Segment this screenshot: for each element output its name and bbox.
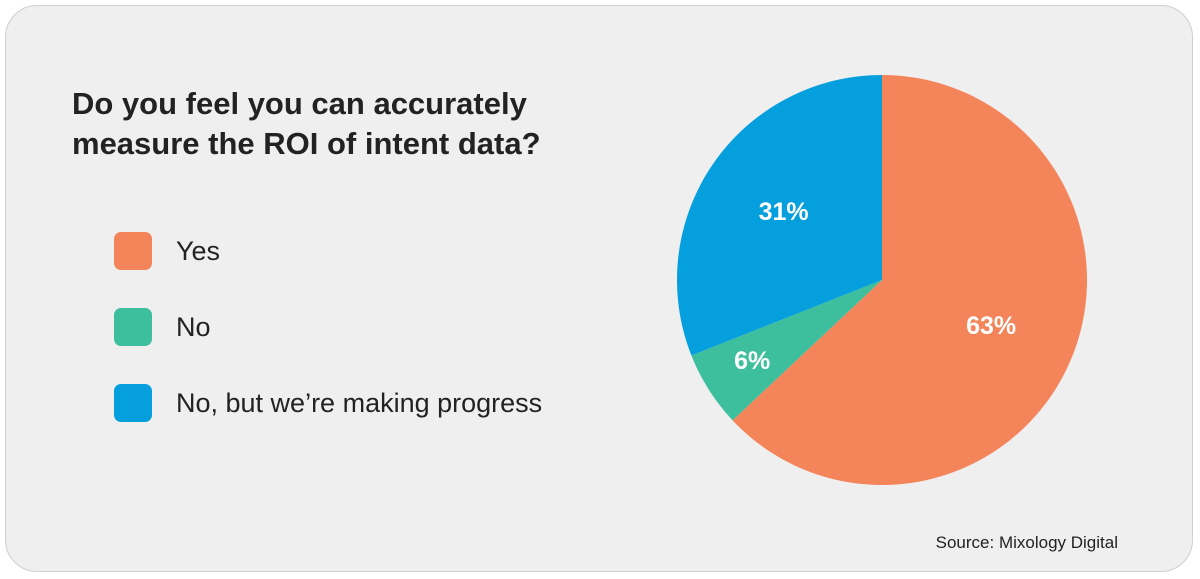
- pie-slice: [732, 75, 1088, 485]
- data-label: 6%: [734, 347, 770, 375]
- legend-label: Yes: [176, 235, 221, 266]
- legend-swatch: [114, 232, 152, 270]
- pie-slice: [677, 75, 882, 356]
- pie-slice: [691, 280, 882, 421]
- legend-item: Yes: [114, 232, 542, 270]
- chart-title: Do you feel you can accurately measure t…: [72, 86, 541, 161]
- legend-item: No: [114, 308, 542, 346]
- legend-swatch: [114, 384, 152, 422]
- legend: Yes No No, but we’re making progress: [114, 232, 542, 460]
- legend-label: No, but we’re making progress: [176, 387, 543, 418]
- legend-label: No: [176, 311, 211, 342]
- legend-swatch: [114, 308, 152, 346]
- legend-item: No, but we’re making progress: [114, 384, 542, 422]
- data-label: 63%: [966, 312, 1016, 340]
- source-note: Source: Mixology Digital: [935, 533, 1118, 552]
- data-label: 31%: [759, 198, 809, 226]
